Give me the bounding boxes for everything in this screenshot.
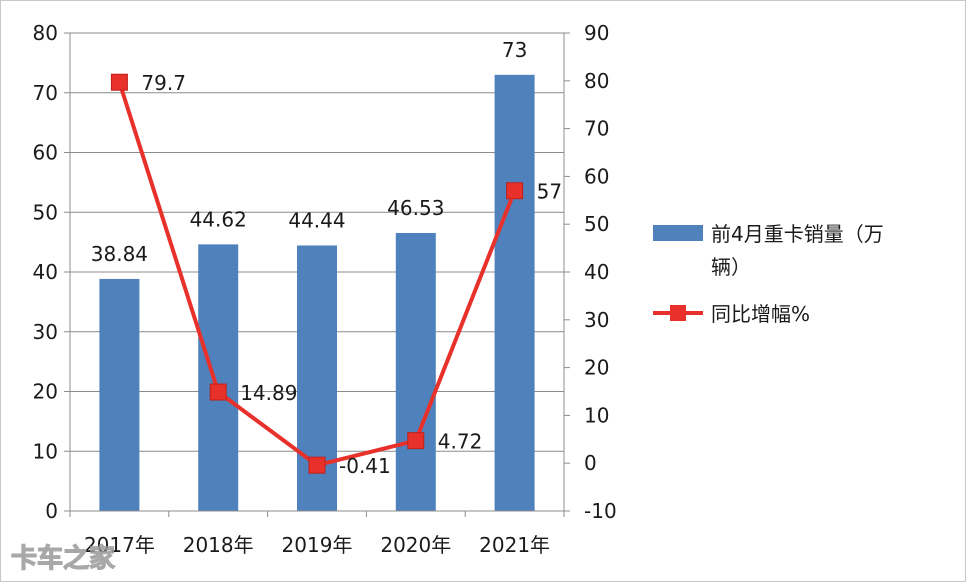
bar-data-label: 73 xyxy=(502,38,527,62)
line-data-label: 79.7 xyxy=(141,71,186,95)
bar xyxy=(198,244,239,511)
line-point-marker xyxy=(209,383,227,401)
legend-bar-label-line2: 辆） xyxy=(711,255,751,279)
left-axis-tick-label: 20 xyxy=(33,380,58,404)
legend-line-label: 同比增幅% xyxy=(711,302,810,326)
left-axis-tick-label: 70 xyxy=(33,81,58,105)
right-axis-tick-label: 40 xyxy=(584,260,609,284)
right-axis-tick-label: 30 xyxy=(584,308,609,332)
right-axis-tick-label: 20 xyxy=(584,356,609,380)
legend-bar-swatch xyxy=(653,225,703,241)
x-axis-category-label: 2019年 xyxy=(282,533,353,557)
x-axis-category-label: 2018年 xyxy=(183,533,254,557)
left-axis-tick-label: 50 xyxy=(33,200,58,224)
right-axis-tick-label: 90 xyxy=(584,21,609,45)
bar xyxy=(99,278,140,511)
line-data-label: 4.72 xyxy=(438,430,483,454)
bar-data-label: 46.53 xyxy=(387,196,444,220)
left-axis-tick-label: 0 xyxy=(45,499,58,523)
left-axis-tick-label: 40 xyxy=(33,260,58,284)
x-axis-category-label: 2021年 xyxy=(479,533,550,557)
right-axis-tick-label: -10 xyxy=(584,499,617,523)
line-data-label: -0.41 xyxy=(339,454,391,478)
x-axis-category-label: 2020年 xyxy=(380,533,451,557)
line-data-label: 14.89 xyxy=(240,381,297,405)
right-axis-tick-label: 80 xyxy=(584,69,609,93)
bar-data-label: 38.84 xyxy=(91,242,148,266)
left-axis-tick-label: 80 xyxy=(33,21,58,45)
bar xyxy=(494,74,535,511)
line-point-marker xyxy=(506,182,524,200)
line-point-marker xyxy=(308,456,326,474)
right-axis-tick-label: 0 xyxy=(584,451,597,475)
left-axis-tick-label: 30 xyxy=(33,320,58,344)
left-axis-tick-label: 10 xyxy=(33,439,58,463)
right-axis-tick-label: 50 xyxy=(584,212,609,236)
bar xyxy=(395,232,436,511)
line-point-marker xyxy=(110,73,128,91)
line-point-marker xyxy=(407,432,425,450)
x-axis-category-label: 2017年 xyxy=(84,533,155,557)
bar-data-label: 44.44 xyxy=(288,208,345,232)
line-data-label: 57 xyxy=(537,180,562,204)
bar-data-label: 44.62 xyxy=(190,207,247,231)
right-axis-tick-label: 60 xyxy=(584,164,609,188)
right-axis-tick-label: 70 xyxy=(584,117,609,141)
left-axis-tick-label: 60 xyxy=(33,141,58,165)
legend-bar-label-line1: 前4月重卡销量（万 xyxy=(711,222,884,246)
legend-line-marker xyxy=(670,305,686,321)
right-axis-tick-label: 10 xyxy=(584,403,609,427)
watermark-logo: 卡车之家 xyxy=(11,543,115,574)
